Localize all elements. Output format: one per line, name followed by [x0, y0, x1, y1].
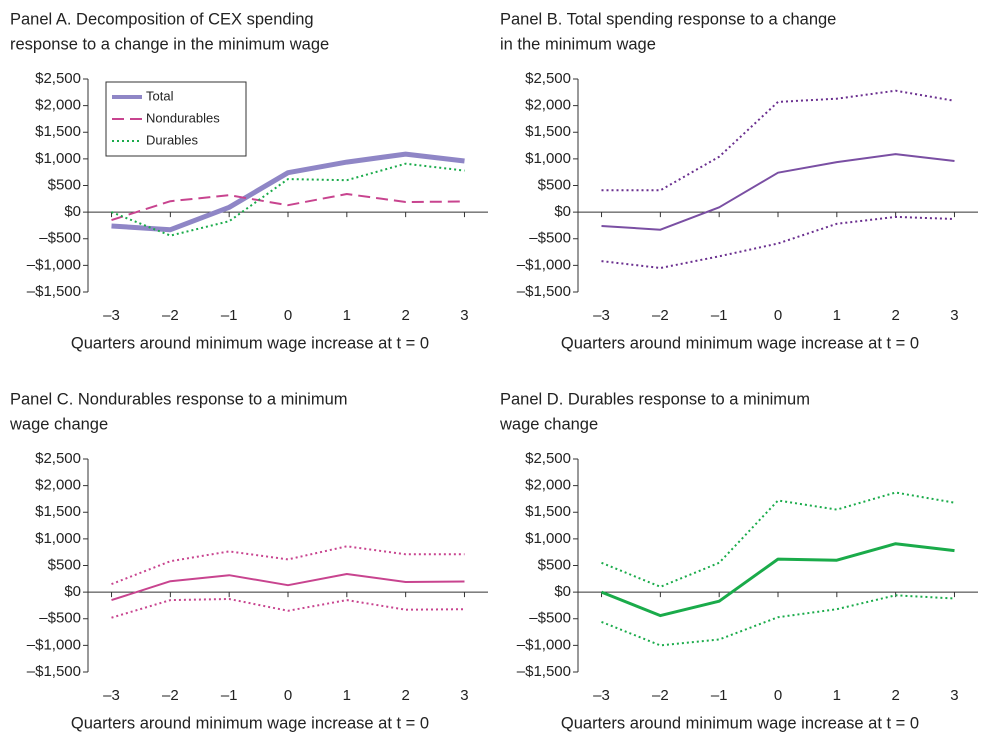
x-tick-label: 0 — [774, 687, 782, 704]
y-tick-label: $2,000 — [35, 97, 81, 114]
panel-title: Panel B. Total spending response to a ch… — [500, 10, 836, 28]
x-axis-label: Quarters around minimum wage increase at… — [71, 334, 429, 352]
x-tick-label: 2 — [891, 687, 899, 704]
x-tick-label: 3 — [950, 687, 958, 704]
legend-label: Durables — [146, 132, 199, 147]
y-tick-label: –$1,500 — [27, 663, 81, 680]
y-tick-label: $1,000 — [525, 150, 571, 167]
y-tick-label: $500 — [538, 556, 571, 573]
x-tick-label: 1 — [343, 687, 351, 704]
x-tick-label: –2 — [652, 307, 669, 324]
y-tick-label: $1,500 — [35, 503, 81, 520]
y-tick-label: –$500 — [39, 610, 81, 627]
legend-box — [105, 81, 247, 157]
y-tick-label: $2,500 — [525, 70, 571, 87]
x-tick-label: 1 — [343, 307, 351, 324]
x-axis-label: Quarters around minimum wage increase at… — [561, 334, 919, 352]
y-tick-label: $1,000 — [35, 530, 81, 547]
x-tick-label: 3 — [460, 307, 468, 324]
series-line — [111, 573, 465, 602]
series-line — [601, 215, 955, 269]
panel: Panel B. Total spending response to a ch… — [500, 10, 978, 352]
series-line — [601, 153, 955, 231]
x-tick-label: –3 — [103, 307, 120, 324]
y-tick-label: $1,500 — [35, 123, 81, 140]
y-tick-label: –$1,000 — [517, 256, 571, 273]
x-tick-label: 0 — [284, 687, 292, 704]
series-line — [111, 598, 465, 619]
y-tick-label: $1,000 — [525, 530, 571, 547]
x-tick-label: –1 — [221, 687, 238, 704]
series-line — [111, 151, 465, 233]
x-tick-label: –2 — [162, 687, 179, 704]
y-tick-label: –$1,000 — [27, 636, 81, 653]
panel: Panel D. Durables response to a minimum w… — [499, 390, 978, 732]
y-tick-label: –$1,000 — [517, 636, 571, 653]
y-tick-label: $2,000 — [525, 477, 571, 494]
legend-label: Nondurables — [146, 110, 220, 125]
y-tick-label: $1,500 — [525, 123, 571, 140]
y-tick-label: $0 — [554, 203, 571, 220]
panel: Panel A. Decomposition of CEX spending re… — [10, 10, 488, 352]
x-tick-label: –2 — [652, 687, 669, 704]
y-tick-label: $0 — [64, 583, 81, 600]
y-tick-label: –$1,500 — [517, 283, 571, 300]
y-tick-label: $0 — [554, 583, 571, 600]
x-tick-label: –3 — [593, 687, 610, 704]
x-tick-label: –1 — [711, 687, 728, 704]
y-tick-label: –$1,000 — [27, 256, 81, 273]
y-tick-label: $1,500 — [525, 503, 571, 520]
panel-title: response to a change in the minimum wage — [10, 35, 329, 53]
y-tick-label: $500 — [48, 176, 81, 193]
y-tick-label: –$1,500 — [27, 283, 81, 300]
y-tick-label: $1,000 — [35, 150, 81, 167]
series-line — [601, 594, 955, 647]
x-axis-label: Quarters around minimum wage increase at… — [561, 714, 919, 732]
y-tick-label: –$1,500 — [517, 663, 571, 680]
series-line — [601, 89, 955, 192]
series-line — [111, 545, 465, 586]
x-tick-label: 3 — [460, 687, 468, 704]
x-tick-label: –1 — [711, 307, 728, 324]
series-line — [600, 542, 955, 618]
x-tick-label: –3 — [103, 687, 120, 704]
x-tick-label: 0 — [284, 307, 292, 324]
y-tick-label: $2,000 — [525, 97, 571, 114]
y-tick-label: $0 — [64, 203, 81, 220]
panel-title: wage change — [9, 415, 108, 433]
panel-title: Panel C. Nondurables response to a minim… — [10, 390, 348, 408]
series-line — [111, 193, 465, 222]
y-tick-label: $2,500 — [525, 450, 571, 467]
panel-title: in the minimum wage — [500, 35, 656, 53]
x-tick-label: –2 — [162, 307, 179, 324]
y-tick-label: –$500 — [39, 230, 81, 247]
y-tick-label: –$500 — [529, 230, 571, 247]
panel-title: wage change — [499, 415, 598, 433]
x-tick-label: 1 — [833, 307, 841, 324]
y-tick-label: $500 — [48, 556, 81, 573]
y-tick-label: $2,500 — [35, 70, 81, 87]
series-line — [111, 162, 465, 237]
y-tick-label: $2,500 — [35, 450, 81, 467]
panel-title: Panel D. Durables response to a minimum — [500, 390, 810, 408]
panel: Panel C. Nondurables response to a minim… — [9, 390, 488, 732]
series-line — [601, 491, 955, 588]
x-tick-label: 0 — [774, 307, 782, 324]
panel-title: Panel A. Decomposition of CEX spending — [10, 10, 314, 28]
legend-label: Total — [146, 88, 174, 103]
y-tick-label: –$500 — [529, 610, 571, 627]
x-tick-label: 1 — [833, 687, 841, 704]
x-tick-label: 2 — [401, 687, 409, 704]
x-tick-label: 2 — [891, 307, 899, 324]
y-tick-label: $2,000 — [35, 477, 81, 494]
y-tick-label: $500 — [538, 176, 571, 193]
x-axis-label: Quarters around minimum wage increase at… — [71, 714, 429, 732]
x-tick-label: 3 — [950, 307, 958, 324]
x-tick-label: –1 — [221, 307, 238, 324]
x-tick-label: 2 — [401, 307, 409, 324]
x-tick-label: –3 — [593, 307, 610, 324]
